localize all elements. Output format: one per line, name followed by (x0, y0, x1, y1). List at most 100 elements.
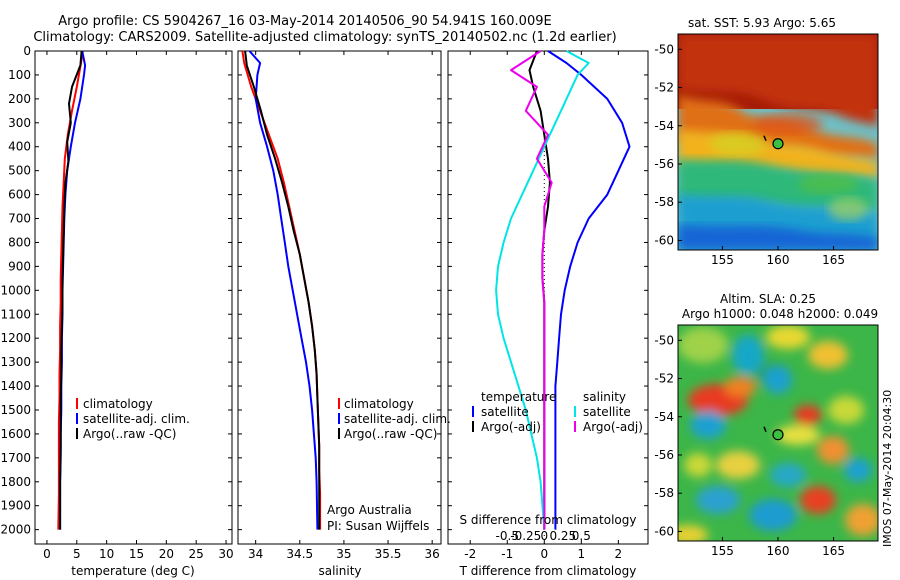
map-x-tick-label: 165 (822, 544, 845, 558)
x-tick-label: 25 (189, 547, 204, 561)
map-y-tick-label: -58 (654, 195, 674, 209)
y-tick-label: 2000 (0, 523, 31, 537)
map-y-tick-label: -58 (654, 486, 674, 500)
x-tick-label: -1 (501, 547, 513, 561)
sst-map-title: sat. SST: 5.93 Argo: 5.65 (688, 16, 836, 30)
s-tick-label: 0.5 (572, 529, 591, 543)
y-tick-label: 1600 (0, 427, 31, 441)
x-tick-label: 0 (540, 547, 548, 561)
series-line (547, 50, 631, 530)
x-tick-label: 35 (336, 547, 351, 561)
y-tick-label: 1000 (0, 283, 31, 297)
x-tick-label: 35.5 (375, 547, 402, 561)
legend-label: satellite-adj. clim. (344, 412, 451, 426)
annotation-line: Argo Australia (327, 503, 412, 517)
series-line (59, 50, 87, 530)
s-tick-label: 0.25 (549, 529, 576, 543)
sla-map-title: Altim. SLA: 0.25 (720, 292, 816, 306)
temperature-legend: climatology satellite-adj. clim. Argo(..… (76, 397, 190, 441)
legend-label: Argo(-adj) (481, 420, 541, 434)
y-tick-label: 1900 (0, 499, 31, 513)
salinity-panel (237, 50, 442, 545)
x-tick-label: 34.5 (286, 547, 313, 561)
argo-location-marker (772, 138, 784, 150)
annotation-line: PI: Susan Wijffels (327, 519, 429, 533)
salinity-legend: climatology satellite-adj. clim. Argo(..… (338, 397, 451, 441)
salinity-x-label: salinity (318, 564, 361, 578)
x-tick-label: 2 (615, 547, 623, 561)
map-y-tick-label: -54 (654, 119, 674, 133)
series-line (59, 50, 83, 530)
y-tick-label: 1800 (0, 475, 31, 489)
s-tick-label: -0.25 (510, 529, 541, 543)
legend-label: satellite-adj. clim. (83, 412, 190, 426)
x-tick-label: 10 (99, 547, 114, 561)
series-line (528, 50, 551, 530)
sla-map-subtitle: Argo h1000: 0.048 h2000: 0.049 (682, 307, 878, 321)
map-y-tick-label: -52 (654, 372, 674, 386)
y-tick-label: 500 (8, 164, 31, 178)
sst-map-axes: 155 160 165 -50 -52 -54 -56 -58 -60 (654, 42, 845, 267)
legend-heading-temperature: temperature (481, 390, 556, 404)
y-tick-label: 100 (8, 68, 31, 82)
x-tick-label: 36 (425, 547, 440, 561)
temperature-panel (34, 50, 233, 545)
sla-map-field (678, 325, 878, 541)
map-x-tick-label: 160 (767, 544, 790, 558)
y-tick-label: 600 (8, 188, 31, 202)
difference-panel (447, 50, 649, 545)
x-tick-label: 30 (218, 547, 233, 561)
series-line (510, 50, 553, 530)
x-tick-label: 0 (43, 547, 51, 561)
temperature-x-label: temperature (deg C) (71, 564, 194, 578)
x-tick-label: 15 (129, 547, 144, 561)
y-tick-label: 1700 (0, 451, 31, 465)
temperature-plot-area: 0 5 10 15 20 25 300100200300400500600700800900… (0, 44, 233, 561)
legend-label: Argo(..raw -QC) (83, 427, 176, 441)
map-x-tick-label: 165 (822, 253, 845, 267)
x-tick-label: -2 (464, 547, 476, 561)
salinity-annotation: Argo Australia PI: Susan Wijffels (327, 503, 429, 533)
legend-label: Argo(..raw -QC) (344, 427, 437, 441)
map-y-tick-label: -50 (654, 333, 674, 347)
legend-label: climatology (344, 397, 414, 411)
y-tick-label: 300 (8, 116, 31, 130)
watermark: IMOS 07-May-2014 20:04:30 (881, 390, 894, 547)
legend-label: satellite (583, 405, 631, 419)
y-tick-label: 400 (8, 140, 31, 154)
figure-title-line1: Argo profile: CS 5904267_16 03-May-2014 … (58, 14, 551, 29)
y-tick-label: 0 (23, 44, 31, 58)
series-line (248, 50, 319, 530)
y-tick-label: 900 (8, 259, 31, 273)
map-y-tick-label: -54 (654, 410, 674, 424)
x-tick-label: 34 (248, 547, 263, 561)
map-y-tick-label: -56 (654, 157, 674, 171)
legend-label: Argo(-adj) (583, 420, 643, 434)
map-x-tick-label: 155 (711, 544, 734, 558)
difference-top-label: S difference from climatology (460, 513, 637, 527)
map-y-tick-label: -52 (654, 81, 674, 95)
x-tick-label: 5 (73, 547, 81, 561)
s-tick-label: -0.5 (496, 529, 519, 543)
y-tick-label: 200 (8, 92, 31, 106)
argo-location-marker (772, 429, 784, 441)
argo-track-mark (763, 135, 767, 141)
figure-title-line2: Climatology: CARS2009. Satellite-adjuste… (33, 30, 616, 45)
argo-track-mark (763, 426, 767, 432)
legend-label: climatology (83, 397, 153, 411)
y-tick-label: 1300 (0, 355, 31, 369)
difference-x-label: T difference from climatology (459, 564, 637, 578)
series-line (241, 50, 322, 530)
y-tick-label: 700 (8, 212, 31, 226)
map-y-tick-label: -60 (654, 524, 674, 538)
y-tick-label: 800 (8, 235, 31, 249)
legend-label: satellite (481, 405, 529, 419)
y-tick-label: 1500 (0, 403, 31, 417)
map-y-tick-label: -50 (654, 42, 674, 56)
map-y-tick-label: -60 (654, 233, 674, 247)
series-line (495, 50, 590, 530)
y-tick-label: 1200 (0, 331, 31, 345)
x-tick-label: 20 (159, 547, 174, 561)
